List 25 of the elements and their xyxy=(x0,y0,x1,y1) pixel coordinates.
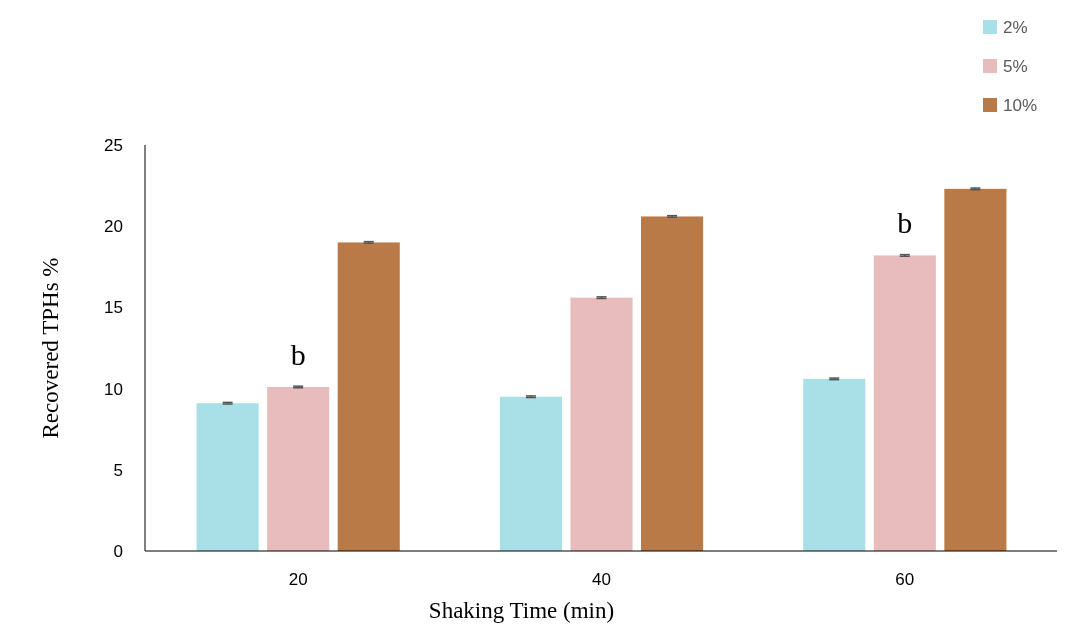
y-tick-label: 5 xyxy=(113,460,123,480)
y-axis-title: Recovered TPHs % xyxy=(38,257,63,439)
x-tick-label: 20 xyxy=(288,570,308,589)
y-tick-label: 25 xyxy=(104,135,123,155)
y-tick-label: 10 xyxy=(104,379,123,399)
y-tick-label: 15 xyxy=(104,298,123,318)
legend-label: 2% xyxy=(1003,17,1028,37)
bar xyxy=(196,403,259,551)
y-tick-label: 0 xyxy=(113,541,123,561)
bar xyxy=(337,242,400,551)
y-tick-label: 20 xyxy=(104,217,123,237)
annotation: b xyxy=(897,206,913,240)
bar xyxy=(641,216,704,551)
legend-label: 10% xyxy=(1003,95,1038,115)
bar xyxy=(873,255,936,551)
bar xyxy=(499,396,562,551)
x-axis-title: Shaking Time (min) xyxy=(428,598,615,623)
x-tick-label: 40 xyxy=(592,570,611,589)
annotation: b xyxy=(290,337,306,371)
legend-label: 5% xyxy=(1003,56,1028,76)
x-tick-label: 60 xyxy=(895,570,915,589)
bar xyxy=(803,378,866,551)
bar xyxy=(267,386,330,551)
bar xyxy=(570,297,633,551)
bar xyxy=(944,188,1007,551)
